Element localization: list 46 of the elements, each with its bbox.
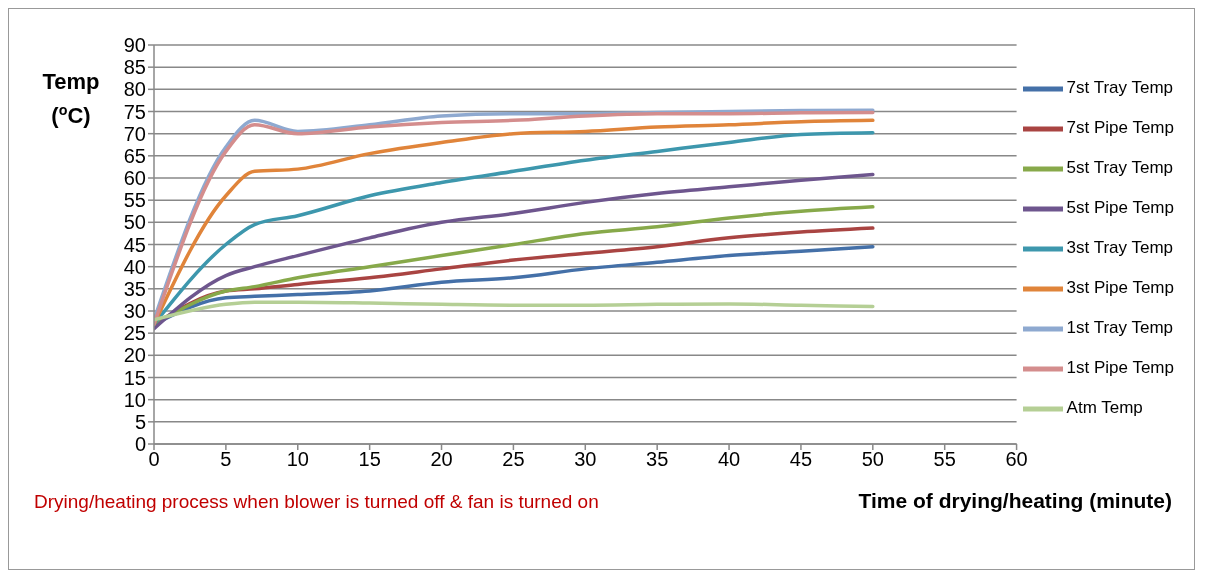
y-tick-label: 15 [123, 366, 146, 389]
x-tick-label: 40 [717, 448, 741, 471]
y-tick-label: 35 [123, 277, 146, 300]
y-tick-label: 5 [134, 410, 146, 433]
legend-label: 1st Tray Temp [1066, 318, 1174, 338]
x-axis-title: Time of drying/heating (minute) [858, 489, 1172, 513]
legend-label: 7st Pipe Temp [1066, 118, 1174, 138]
x-tick-label: 50 [861, 448, 884, 471]
y-tick-label: 90 [123, 34, 146, 57]
line-series [154, 172, 875, 331]
y-tick-label: 80 [123, 78, 146, 101]
y-tick-label: 60 [123, 167, 146, 190]
x-tick-label: 25 [502, 448, 525, 471]
y-tick-label: 30 [123, 300, 146, 323]
x-tick-label: 20 [430, 448, 453, 471]
y-tick-label: 70 [123, 122, 146, 145]
legend-label: 7st Tray Temp [1066, 78, 1174, 98]
x-tick-label: 0 [148, 448, 160, 471]
y-axis-title: Temp ($^{o}$C) [42, 69, 100, 128]
legend-label: 1st Pipe Temp [1066, 358, 1174, 378]
x-tick-label: 30 [574, 448, 597, 471]
x-tick-label: 15 [358, 448, 381, 471]
legend-label: 3st Tray Temp [1066, 238, 1174, 258]
y-tick-label: 45 [123, 233, 146, 256]
y-tick-label: 75 [123, 100, 146, 123]
x-tick-label: 10 [286, 448, 309, 471]
y-tick-label: 65 [123, 144, 146, 167]
x-tick-label: 35 [646, 448, 669, 471]
x-tick-label: 5 [220, 448, 232, 471]
legend-label: 5st Tray Temp [1066, 158, 1174, 178]
y-tick-label: 50 [123, 211, 146, 234]
y-tick-label: 85 [123, 56, 146, 79]
x-tick-label: 55 [933, 448, 956, 471]
y-tick-label: 25 [123, 322, 146, 345]
legend-label: Atm Temp [1066, 398, 1143, 418]
legend-label: 5st Pipe Temp [1066, 198, 1174, 218]
legend-label: 3st Pipe Temp [1066, 278, 1174, 298]
y-tick-label: 10 [123, 388, 146, 411]
text: Drying/heating process when blower is turned off & fan is turned on [34, 491, 599, 513]
y-tick-label: 55 [123, 189, 146, 212]
x-tick-label: 45 [789, 448, 813, 471]
y-tick-label: 40 [123, 255, 146, 278]
y-tick-label: 0 [134, 433, 146, 456]
y-tick-label: 20 [123, 344, 146, 367]
line-series [154, 300, 875, 322]
x-tick-label: 60 [1005, 448, 1028, 471]
